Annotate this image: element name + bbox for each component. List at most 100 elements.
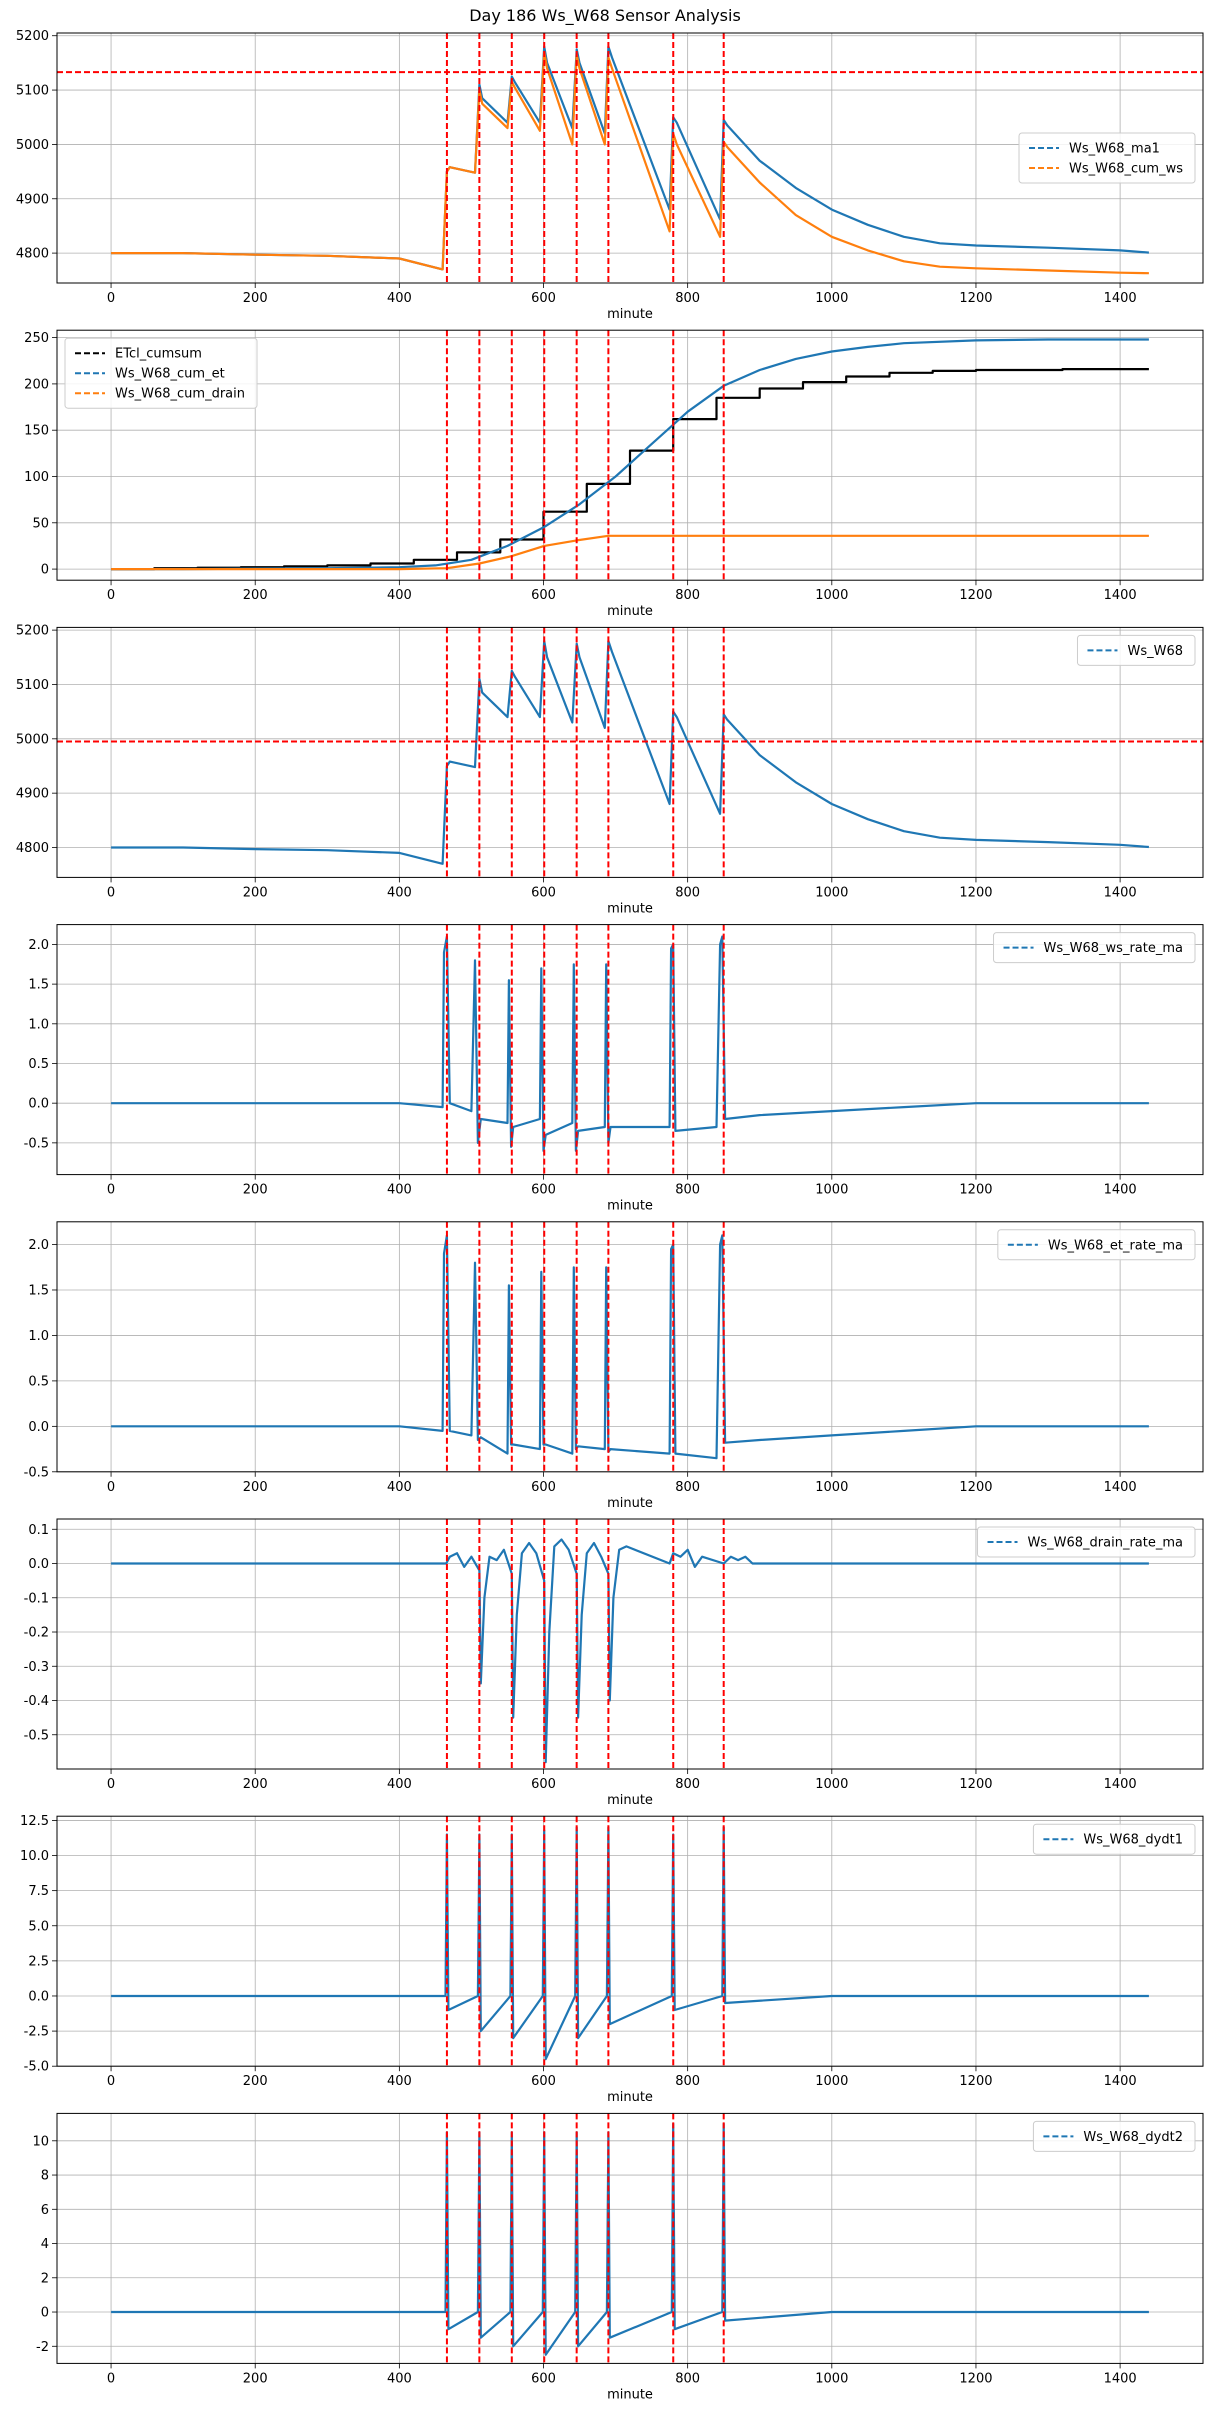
legend-box <box>1032 1823 1196 1855</box>
series-line-Ws_W68_ws_rate_ma <box>111 935 1149 1152</box>
x-tick-label: 400 <box>387 885 412 900</box>
x-tick-label: 600 <box>531 2371 556 2386</box>
y-tick-label: 200 <box>24 377 49 392</box>
legend-box <box>1018 132 1196 184</box>
subplot-4: 0 200 400 600 800 1000 1200 1400 -0.5 0.0 0.5 1.0 1.… <box>24 924 1204 1214</box>
plot-area <box>57 627 1203 878</box>
y-tick-label: 6 <box>41 2203 49 2218</box>
series-line-Ws_W68_dydt2 <box>111 2122 1149 2356</box>
y-tick-label: 4 <box>41 2237 49 2252</box>
plot-area <box>111 1519 1149 1769</box>
subplot-7: 0 200 400 600 800 1000 1200 1400 -5.0 -2.5 0.0 2.5 5… <box>20 1814 1204 2105</box>
x-tick-label: 1400 <box>1104 2074 1137 2089</box>
legend-box <box>997 1229 1196 1261</box>
legend-label: Ws_W68_dydt1 <box>1083 1833 1183 1848</box>
y-tick-label: 5200 <box>16 29 49 44</box>
legend: Ws_W68_drain_rate_ma <box>977 1526 1196 1558</box>
legend: ETcl_cumsum Ws_W68_cum_et Ws_W68_cum_drain <box>64 337 258 409</box>
subplot-6: 0 200 400 600 800 1000 1200 1400 -0.5 -0.4 -0.3 -0.… <box>24 1518 1204 1808</box>
legend-box <box>64 337 258 409</box>
y-tick-label: 0.0 <box>28 1420 49 1435</box>
x-axis-label: minute <box>607 901 653 916</box>
legend-label: Ws_W68_ma1 <box>1069 142 1160 157</box>
y-tick-label: 5100 <box>16 84 49 99</box>
x-tick-label: 600 <box>531 588 556 603</box>
x-tick-label: 0 <box>107 1480 115 1495</box>
legend-label: Ws_W68_ws_rate_ma <box>1044 941 1183 956</box>
x-tick-label: 1400 <box>1104 291 1137 306</box>
subplot-1: 0 200 400 600 800 1000 1200 1400 4800 4900 5000 510… <box>16 29 1204 322</box>
x-tick-label: 600 <box>531 291 556 306</box>
y-tick-label: 100 <box>24 470 49 485</box>
y-tick-label: 10 <box>32 2134 49 2149</box>
x-tick-label: 1200 <box>959 291 992 306</box>
y-tick-label: 1.5 <box>28 1283 49 1298</box>
plot-area <box>111 924 1149 1175</box>
plot-area <box>111 2113 1149 2364</box>
x-tick-label: 200 <box>243 1183 268 1198</box>
y-tick-label: -5.0 <box>24 2060 49 2075</box>
x-tick-label: 200 <box>243 291 268 306</box>
subplot-2: 0 200 400 600 800 1000 1200 1400 0 50 100 150 200 250… <box>24 329 1204 619</box>
legend-box <box>1032 2120 1196 2152</box>
y-tick-label: 4800 <box>16 247 49 262</box>
x-tick-label: 1200 <box>959 588 992 603</box>
x-tick-label: 400 <box>387 291 412 306</box>
y-tick-label: 0.5 <box>28 1057 49 1072</box>
y-tick-label: 5100 <box>16 678 49 693</box>
y-tick-label: 8 <box>41 2169 49 2184</box>
x-tick-label: 1200 <box>959 2371 992 2386</box>
x-tick-label: 0 <box>107 291 115 306</box>
axes-frame <box>56 2112 1204 2364</box>
y-tick-label: -0.4 <box>24 1694 49 1709</box>
series-line-Ws_W68_ma1 <box>111 45 1149 271</box>
y-tick-label: 2.0 <box>28 1238 49 1253</box>
y-tick-label: -2 <box>36 2340 49 2355</box>
series-line-Ws_W68_cum_drain <box>111 534 1149 571</box>
x-axis-label: minute <box>607 307 653 322</box>
x-tick-label: 1000 <box>815 1480 848 1495</box>
x-tick-label: 1000 <box>815 1777 848 1792</box>
y-tick-label: 50 <box>32 516 49 531</box>
x-tick-label: 400 <box>387 1183 412 1198</box>
x-tick-label: 200 <box>243 2074 268 2089</box>
x-tick-label: 1200 <box>959 1480 992 1495</box>
x-tick-label: 0 <box>107 885 115 900</box>
x-axis-label: minute <box>607 2090 653 2105</box>
y-tick-label: 12.5 <box>20 1814 49 1829</box>
axes-frame <box>56 924 1204 1176</box>
y-tick-label: -0.5 <box>24 1465 49 1480</box>
x-tick-label: 400 <box>387 1480 412 1495</box>
y-tick-label: -0.2 <box>24 1626 49 1641</box>
x-tick-label: 1000 <box>815 2074 848 2089</box>
plot-area <box>111 1816 1149 2067</box>
legend-label: Ws_W68_et_rate_ma <box>1048 1238 1183 1253</box>
legend: Ws_W68_ma1 Ws_W68_cum_ws <box>1018 132 1196 184</box>
x-tick-label: 1200 <box>959 1777 992 1792</box>
y-tick-label: 1.5 <box>28 978 49 993</box>
plot-area <box>57 33 1203 283</box>
legend-label: Ws_W68_drain_rate_ma <box>1028 1536 1183 1551</box>
x-tick-label: 1200 <box>959 2074 992 2089</box>
x-tick-label: 600 <box>531 1480 556 1495</box>
series-line-Ws_W68_et_rate_ma <box>111 1234 1149 1460</box>
subplot-8: 0 200 400 600 800 1000 1200 1400 -2 0 2 4 6 8 10 minute… <box>32 2112 1204 2402</box>
y-tick-label: 5000 <box>16 732 49 747</box>
y-tick-label: 0.0 <box>28 1989 49 2004</box>
legend-label: ETcl_cumsum <box>115 347 202 362</box>
x-tick-label: 0 <box>107 1777 115 1792</box>
series-line-Ws_W68_cum_et <box>111 338 1149 571</box>
y-tick-label: 5200 <box>16 624 49 639</box>
y-tick-label: 7.5 <box>28 1884 49 1899</box>
x-tick-label: 400 <box>387 2074 412 2089</box>
x-tick-label: 800 <box>675 588 700 603</box>
axes-frame <box>56 626 1204 878</box>
x-tick-label: 400 <box>387 588 412 603</box>
x-tick-label: 800 <box>675 1480 700 1495</box>
x-tick-label: 1400 <box>1104 588 1137 603</box>
y-tick-label: 2.5 <box>28 1954 49 1969</box>
x-tick-label: 1000 <box>815 2371 848 2386</box>
y-tick-label: 0 <box>41 2306 49 2321</box>
